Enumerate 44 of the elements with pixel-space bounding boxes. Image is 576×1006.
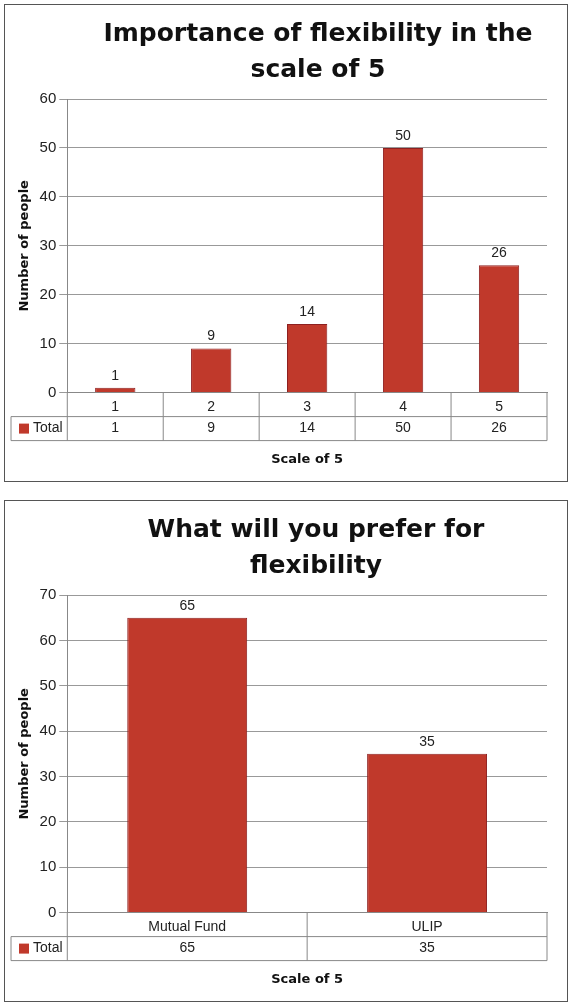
- legend-label: Total: [33, 939, 63, 956]
- x-tick-label: ULIP: [411, 917, 443, 934]
- y-tick-label: 60: [39, 630, 57, 648]
- data-label: 1: [111, 419, 120, 436]
- annotation: 1: [111, 366, 120, 383]
- y-tick-label: 50: [39, 138, 57, 156]
- y-tick-label: 30: [39, 766, 57, 784]
- x-tick-label: Mutual Fund: [148, 917, 227, 934]
- x-axis-title: Scale of 5: [271, 970, 344, 986]
- annotation: 35: [419, 732, 436, 749]
- y-tick-label: 60: [39, 89, 57, 107]
- y-axis-title: Number of people: [16, 687, 32, 820]
- legend-label: Total: [33, 419, 63, 436]
- annotation: 9: [207, 327, 216, 344]
- y-tick-label: 10: [39, 333, 57, 351]
- y-tick-label: 70: [39, 585, 57, 603]
- data-label: 65: [179, 939, 196, 956]
- y-tick-label: 20: [39, 812, 57, 829]
- y-tick-label: 0: [47, 902, 57, 920]
- y-tick-label: 20: [39, 284, 57, 302]
- annotation: 65: [179, 596, 196, 613]
- data-label: 9: [207, 419, 216, 436]
- x-tick-label: 5: [495, 397, 504, 414]
- x-tick-label: 3: [303, 397, 312, 414]
- x-tick-label: 2: [207, 397, 216, 414]
- y-tick-label: 40: [39, 721, 57, 739]
- annotation: 14: [299, 302, 316, 319]
- x-tick-label: 1: [111, 397, 120, 414]
- y-tick-label: 40: [39, 187, 57, 205]
- y-tick-label: 30: [39, 235, 57, 253]
- data-label: 50: [395, 419, 412, 436]
- data-label: 14: [299, 419, 316, 436]
- annotation: 26: [491, 244, 508, 261]
- x-tick-label: 4: [399, 397, 408, 414]
- data-label: 26: [491, 419, 508, 436]
- y-tick-label: 0: [47, 382, 57, 400]
- y-axis-title: Number of people: [16, 179, 32, 312]
- chart-title: What will you prefer for flexibility: [146, 513, 486, 581]
- annotation: 50: [395, 126, 412, 143]
- x-axis-title: Scale of 5: [271, 450, 344, 466]
- y-tick-label: 10: [39, 857, 57, 875]
- data-label: 35: [419, 939, 436, 956]
- chart-title: Importance of flexibility in the scale of 5: [102, 17, 534, 85]
- y-tick-label: 50: [39, 675, 57, 693]
